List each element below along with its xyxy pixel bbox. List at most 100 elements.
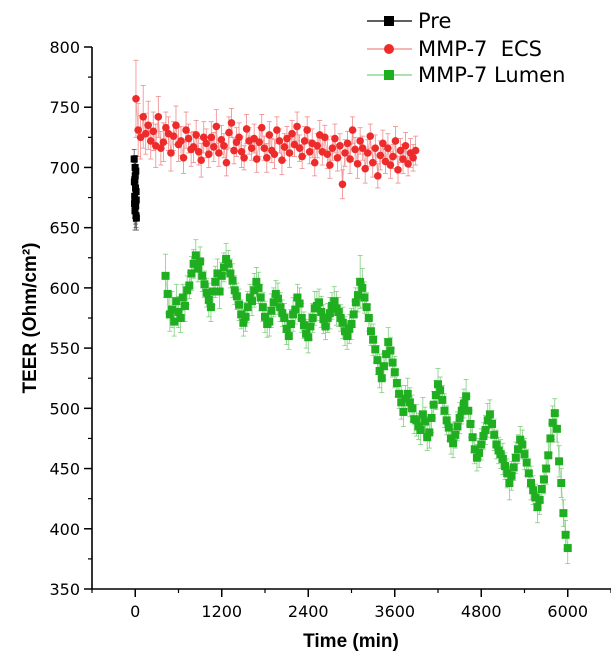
data-point [498, 454, 507, 463]
data-point [328, 301, 337, 310]
data-point [403, 389, 412, 398]
x-tick-label: 0 [130, 602, 140, 621]
data-point [496, 450, 505, 459]
data-point [358, 144, 367, 152]
data-point [295, 144, 304, 152]
data-point [537, 485, 546, 494]
data-point [182, 126, 190, 134]
data-point [176, 314, 185, 322]
legend-marker [384, 16, 394, 26]
data-point [206, 303, 215, 312]
data-point [185, 281, 194, 290]
data-point [394, 166, 402, 174]
data-point [438, 395, 447, 404]
data-point [170, 317, 179, 326]
data-point [453, 422, 462, 431]
data-point [131, 175, 139, 183]
data-point [280, 314, 289, 322]
data-point [561, 530, 570, 539]
data-point [215, 287, 224, 296]
data-point [257, 123, 266, 132]
data-point [210, 143, 218, 151]
data-point [477, 440, 486, 449]
axes: 350 400 450 500 550 600 650 700 750 800 0 1200 2400… [49, 38, 611, 621]
data-point [270, 150, 279, 158]
data-point [319, 315, 328, 324]
data-point [230, 286, 239, 295]
data-point [362, 303, 371, 312]
data-point [334, 307, 343, 316]
data-point [328, 144, 337, 152]
y-tick-label: 800 [49, 38, 80, 57]
data-point [241, 312, 250, 321]
data-point [371, 345, 380, 354]
data-point [132, 196, 140, 204]
data-point [366, 132, 375, 140]
data-point [273, 126, 281, 134]
data-point [457, 406, 466, 415]
data-point [321, 133, 329, 142]
data-point [411, 146, 420, 155]
data-point [481, 426, 490, 435]
data-point [286, 320, 295, 329]
data-point [361, 164, 369, 173]
data-point [511, 453, 520, 462]
data-point [343, 139, 352, 148]
data-point [390, 368, 399, 377]
series-mmp-7-lumen [161, 239, 572, 565]
x-tick-label: 2400 [288, 602, 329, 621]
data-point [505, 479, 514, 488]
series-mmp-7-ecs [132, 59, 420, 200]
data-point [468, 433, 477, 442]
data-point [405, 398, 414, 407]
data-point [379, 362, 388, 371]
data-point [172, 297, 181, 306]
y-tick-label: 600 [49, 279, 80, 298]
data-point [389, 152, 397, 161]
data-point [149, 127, 158, 136]
data-point [449, 439, 458, 448]
data-point [341, 149, 349, 157]
y-tick-label: 650 [49, 219, 80, 238]
data-point [196, 257, 205, 266]
data-point [552, 424, 561, 433]
data-point [503, 469, 512, 478]
series-pre [130, 148, 140, 231]
legend-marker [384, 70, 394, 80]
data-point [348, 126, 357, 134]
data-point [323, 150, 332, 158]
data-point [219, 263, 228, 272]
data-point [167, 149, 175, 157]
y-axis-title: TEER (Ohm/cm²) [20, 243, 41, 394]
data-point [283, 134, 291, 143]
data-point [180, 301, 189, 310]
legend-label: Pre [418, 9, 451, 33]
data-point [284, 332, 293, 341]
data-point [197, 156, 206, 165]
data-point [252, 155, 261, 163]
data-point [544, 451, 553, 460]
data-point [168, 305, 177, 314]
data-point [336, 314, 345, 322]
x-tick-label: 4800 [461, 602, 502, 621]
y-tick-label: 500 [49, 399, 80, 418]
data-point [258, 303, 267, 312]
data-point [429, 400, 438, 409]
data-point [230, 146, 238, 155]
y-tick-label: 750 [49, 98, 80, 117]
series-line [135, 98, 417, 185]
data-point [444, 423, 453, 432]
data-point [217, 271, 226, 280]
legend-item: MMP-7 ECS [367, 37, 542, 61]
data-point [217, 135, 226, 144]
data-point [351, 298, 360, 307]
data-point [451, 430, 460, 439]
data-point [356, 277, 365, 286]
data-point [192, 131, 200, 139]
data-point [213, 269, 222, 278]
data-point [555, 457, 564, 466]
data-point [204, 295, 213, 304]
data-point [131, 163, 139, 171]
data-point [271, 289, 280, 298]
